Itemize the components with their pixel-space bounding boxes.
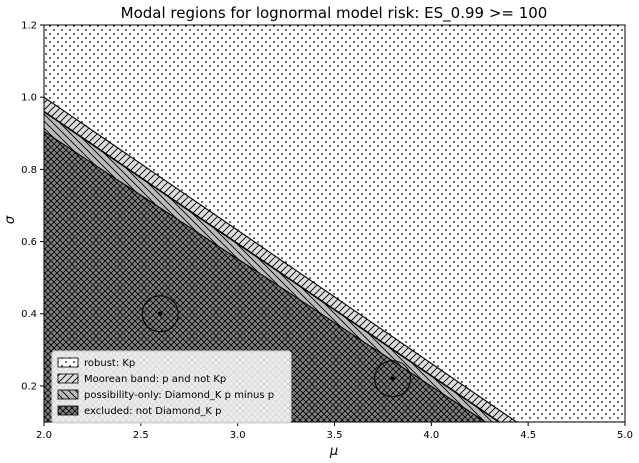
boundary-line <box>43 110 500 423</box>
marker-circle <box>374 360 412 398</box>
legend-label: robust: Kp <box>84 358 135 369</box>
legend: robust: Kp Moorean band: p and not Kp poss… <box>51 350 292 424</box>
legend-label: Moorean band: p and not Kp <box>84 374 226 385</box>
x-axis-label: μ <box>329 444 338 459</box>
marker-circle <box>141 295 179 333</box>
x-tick-label: 2.5 <box>133 430 149 441</box>
y-tick-label: 0.8 <box>21 165 37 176</box>
y-tick-label: 1.2 <box>21 21 37 32</box>
legend-swatch <box>57 357 79 368</box>
chart-title: Modal regions for lognormal model risk: … <box>121 4 548 23</box>
x-tick-label: 4.5 <box>520 430 536 441</box>
plot-area <box>43 24 626 423</box>
x-tick-label: 3.5 <box>327 430 343 441</box>
x-tick-label: 3.0 <box>230 430 246 441</box>
y-axis: 0.2 0.4 0.6 0.8 1.0 1.2 <box>21 21 44 392</box>
y-tick-label: 0.2 <box>21 381 37 392</box>
y-tick-label: 0.6 <box>21 237 37 248</box>
x-tick-label: 2.0 <box>36 430 52 441</box>
marker-point <box>390 376 395 381</box>
legend-box <box>51 350 292 424</box>
legend-label: excluded: not Diamond_K p <box>84 406 222 417</box>
boundary-line <box>43 131 486 423</box>
legend-label: possibility-only: Diamond_K p minus p <box>84 390 274 401</box>
y-tick-label: 1.0 <box>21 93 37 104</box>
legend-swatch <box>57 405 79 416</box>
x-tick-label: 5.0 <box>617 430 633 441</box>
x-tick-label: 4.0 <box>423 430 439 441</box>
marker-point <box>158 311 163 316</box>
legend-swatch <box>57 389 79 400</box>
legend-swatch <box>57 373 79 384</box>
x-axis: 2.0 2.5 3.0 3.5 4.0 4.5 5.0 <box>36 422 633 441</box>
y-axis-label: σ <box>3 215 18 224</box>
y-tick-label: 0.4 <box>21 309 37 320</box>
boundary-line <box>43 96 517 423</box>
